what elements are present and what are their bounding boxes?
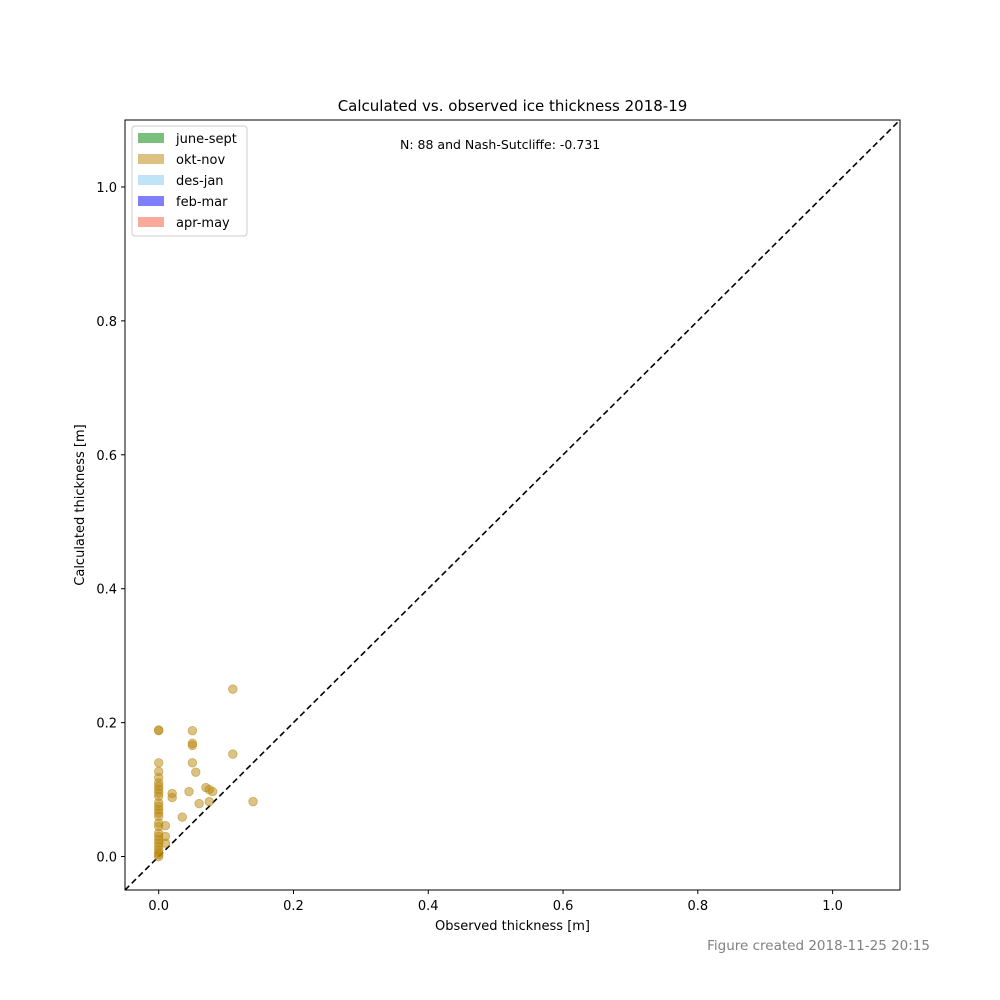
data-point (153, 725, 164, 735)
chart-title: Calculated vs. observed ice thickness 20… (338, 97, 688, 115)
legend-swatch (138, 217, 164, 227)
data-point (184, 786, 194, 797)
figure-created-footer: Figure created 2018-11-25 20:15 (707, 938, 930, 954)
data-point (228, 749, 238, 759)
legend: june-sept okt-nov des-jan feb-mar apr-may (131, 125, 248, 237)
one-to-one-line (125, 120, 900, 890)
y-tick-label: 0.6 (96, 449, 117, 464)
legend-label: okt-nov (176, 153, 225, 168)
plot-frame (124, 119, 901, 891)
x-tick-label: 0.4 (418, 899, 439, 914)
y-axis-label: Calculated thickness [m] (73, 424, 88, 585)
legend-label: des-jan (176, 174, 224, 189)
data-point (207, 786, 218, 797)
y-tick-label: 0.4 (96, 583, 117, 598)
stats-annotation: N: 88 and Nash-Sutcliffe: -0.731 (400, 137, 600, 152)
y-tick-label: 0.8 (96, 315, 117, 330)
series-okt-nov (153, 684, 258, 862)
data-point (248, 796, 258, 807)
data-point (167, 788, 177, 799)
legend-label: june-sept (175, 132, 237, 147)
legend-swatch (138, 196, 164, 206)
x-axis-label: Observed thickness [m] (435, 919, 590, 934)
data-point (228, 684, 238, 694)
data-point (153, 758, 164, 768)
plot-area: 0.0 0.2 0.4 0.6 0.8 1.0 0.0 0.2 0.4 0.6 0.8 1.0 (96, 119, 901, 914)
data-point (177, 812, 187, 822)
data-point (191, 767, 201, 777)
legend-label: apr-may (176, 216, 230, 231)
legend-swatch (138, 154, 164, 164)
x-tick-label: 0.6 (553, 899, 574, 914)
data-point (204, 796, 214, 807)
y-tick-label: 0.0 (96, 851, 117, 866)
legend-label: feb-mar (176, 195, 228, 210)
data-point (160, 831, 171, 842)
data-point (187, 758, 198, 768)
x-tick-label: 1.0 (822, 899, 843, 914)
legend-swatch (138, 133, 164, 143)
legend-swatch (138, 175, 164, 185)
legend-box (131, 125, 248, 237)
y-tick-label: 0.2 (96, 717, 117, 732)
x-tick-label: 0.0 (148, 899, 169, 914)
x-tick-label: 0.8 (687, 899, 708, 914)
y-tick-label: 1.0 (96, 181, 117, 196)
data-point (160, 821, 171, 831)
x-tick-label: 0.2 (283, 899, 304, 914)
data-point (187, 725, 198, 736)
data-point (194, 798, 204, 809)
data-point (187, 738, 198, 749)
data-point (153, 766, 164, 777)
